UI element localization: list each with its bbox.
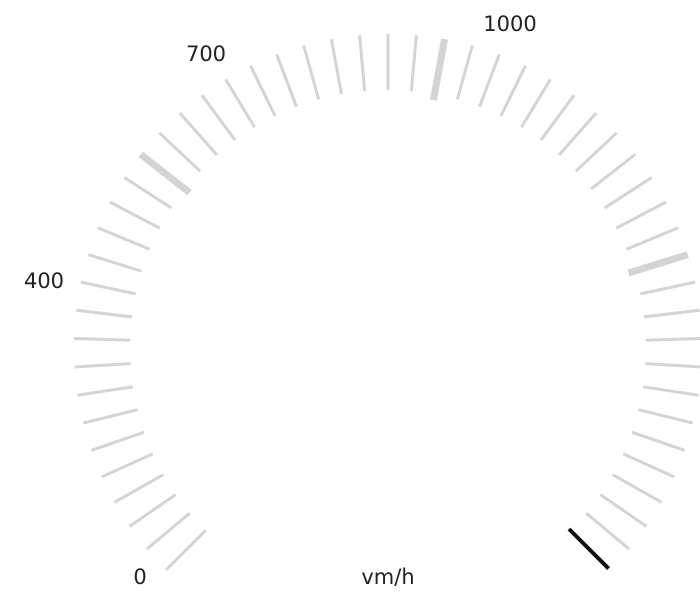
gauge-label-700: 700 bbox=[186, 42, 226, 66]
gauge-minor-tick bbox=[645, 362, 700, 369]
gauge-minor-tick bbox=[557, 112, 598, 156]
gauge-minor-tick bbox=[97, 226, 151, 251]
gauge-minor-tick bbox=[113, 473, 165, 504]
gauge-minor-tick bbox=[77, 385, 134, 397]
gauge-ticks bbox=[74, 34, 700, 572]
gauge-label-1000: 1000 bbox=[483, 12, 536, 36]
gauge-minor-tick bbox=[249, 65, 277, 117]
gauge-minor-tick bbox=[158, 131, 202, 173]
gauge-minor-tick bbox=[302, 45, 321, 100]
gauge-minor-tick bbox=[74, 362, 131, 369]
gauge-minor-tick bbox=[101, 452, 154, 479]
gauge-minor-tick bbox=[642, 385, 699, 397]
gauge-minor-tick bbox=[478, 53, 501, 108]
gauge-minor-tick bbox=[631, 430, 686, 452]
gauge-minor-tick bbox=[409, 35, 418, 92]
gauge-minor-tick bbox=[611, 473, 663, 504]
gauge-minor-tick bbox=[178, 112, 219, 156]
gauge-label-0: 0 bbox=[133, 565, 146, 589]
gauge-minor-tick bbox=[80, 280, 137, 296]
gauge-minor-tick bbox=[574, 131, 618, 173]
gauge-minor-tick bbox=[585, 512, 631, 551]
gauge-major-tick bbox=[627, 251, 689, 277]
gauge-minor-tick bbox=[329, 38, 343, 95]
gauge-minor-tick bbox=[275, 53, 298, 108]
gauge-minor-tick bbox=[590, 153, 637, 191]
gauge-minor-tick bbox=[455, 45, 474, 100]
gauge-minor-tick bbox=[599, 493, 648, 528]
gauge-minor-tick bbox=[358, 35, 367, 92]
gauge-major-tick bbox=[429, 38, 449, 101]
gauge-minor-tick bbox=[625, 226, 679, 251]
gauge-minor-tick bbox=[123, 176, 173, 210]
gauge-minor-tick bbox=[622, 452, 675, 479]
gauge-unit: vm/h bbox=[361, 565, 414, 589]
gauge-minor-tick bbox=[87, 253, 143, 273]
gauge-minor-tick bbox=[645, 337, 700, 342]
gauge-minor-tick bbox=[603, 176, 653, 210]
gauge-needle bbox=[567, 527, 611, 571]
gauge-minor-tick bbox=[639, 280, 696, 296]
gauge-minor-tick bbox=[615, 200, 667, 230]
gauge-minor-tick bbox=[90, 430, 145, 452]
gauge-minor-tick bbox=[643, 308, 700, 319]
gauge-needle-layer bbox=[567, 527, 611, 571]
gauge-minor-tick bbox=[82, 408, 138, 425]
gauge-minor-tick bbox=[145, 512, 191, 551]
gauge-major-tick bbox=[138, 151, 192, 196]
gauge-minor-tick bbox=[520, 78, 552, 128]
gauge-minor-tick bbox=[200, 94, 237, 142]
gauge-minor-tick bbox=[128, 493, 177, 528]
gauge-minor-tick bbox=[74, 337, 131, 342]
gauge-label-400: 400 bbox=[24, 269, 64, 293]
gauge-minor-tick bbox=[638, 408, 694, 425]
gauge-minor-tick bbox=[109, 200, 161, 230]
gauge-minor-tick bbox=[164, 529, 207, 572]
gauge-minor-tick bbox=[539, 94, 576, 142]
gauge-minor-tick bbox=[499, 65, 527, 117]
gauge-minor-tick bbox=[76, 308, 133, 319]
gauge-minor-tick bbox=[224, 78, 256, 128]
